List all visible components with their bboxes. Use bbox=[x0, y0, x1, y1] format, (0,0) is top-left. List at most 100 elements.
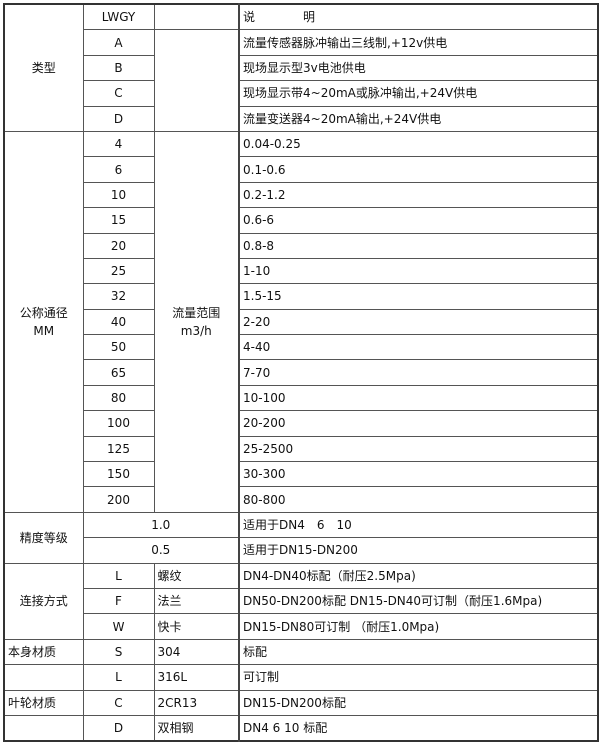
body-material-code: S bbox=[82, 638, 155, 666]
spec-table: 类型 LWGY 说 明 A 流量传感器脉冲输出三线制,+12v供电 B 现场显示型3v… bbox=[3, 3, 599, 743]
flow-range: 1.5-15 bbox=[238, 283, 599, 310]
diameter-dn: 80 bbox=[82, 384, 155, 412]
flow-range: 2-20 bbox=[238, 308, 599, 336]
flow-range: 0.8-8 bbox=[238, 232, 599, 259]
connection-row: 连接方式 L 螺纹 DN4-DN40标配（耐压2.5Mpa) bbox=[3, 562, 599, 640]
diameter-row: 10 0.2-1.2 bbox=[4, 181, 599, 209]
connection-code: L bbox=[82, 562, 155, 589]
impeller-material-desc: DN4 6 10 标配 bbox=[238, 714, 599, 742]
diameter-dn: 32 bbox=[82, 283, 155, 310]
accuracy-grade: 1.0 bbox=[82, 511, 240, 539]
body-material-empty bbox=[3, 664, 84, 691]
accuracy-desc: 适用于DN4 6 10 bbox=[238, 511, 599, 539]
body-material-desc: 标配 bbox=[238, 638, 599, 666]
impeller-material-name: 双相钢 bbox=[153, 714, 240, 742]
accuracy-label: 精度等级 bbox=[3, 511, 84, 564]
diameter-dn: 6 bbox=[82, 156, 155, 183]
diameter-label-line2: MM bbox=[33, 323, 55, 338]
diameter-dn: 200 bbox=[82, 486, 155, 513]
connection-name: 快卡 bbox=[153, 613, 240, 640]
flow-range: 20-200 bbox=[238, 410, 599, 437]
diameter-row: 32 1.5-15 bbox=[4, 283, 599, 310]
diameter-row: 15 0.6-6 bbox=[4, 207, 599, 234]
diameter-label-line1: 公称通径 bbox=[19, 305, 68, 320]
diameter-row: 20 0.8-8 bbox=[4, 232, 599, 259]
type-code: B bbox=[82, 54, 155, 82]
connection-name: 螺纹 bbox=[153, 562, 240, 589]
flow-range: 0.2-1.2 bbox=[238, 181, 599, 209]
diameter-dn: 50 bbox=[82, 334, 155, 361]
impeller-material-desc: DN15-DN200标配 bbox=[238, 689, 599, 716]
impeller-material-code: D bbox=[82, 714, 155, 742]
diameter-dn: 25 bbox=[82, 257, 155, 285]
connection-label: 连接方式 bbox=[3, 562, 84, 640]
type-empty bbox=[153, 29, 240, 132]
impeller-material-code: C bbox=[82, 689, 155, 716]
diameter-row: 6 0.1-0.6 bbox=[4, 156, 599, 183]
impeller-material-name: 2CR13 bbox=[153, 689, 240, 716]
diameter-dn: 150 bbox=[82, 461, 155, 488]
diameter-row: 40 2-20 bbox=[4, 308, 599, 336]
type-code: C bbox=[82, 80, 155, 107]
accuracy-row: 精度等级 1.0 适用于DN4 6 10 bbox=[3, 511, 599, 564]
diameter-row: 25 1-10 bbox=[4, 257, 599, 285]
diameter-row: 65 7-70 bbox=[4, 359, 599, 386]
impeller-material-label: 叶轮材质 bbox=[3, 689, 84, 716]
diameter-label: 公称通径 MM bbox=[3, 130, 84, 513]
header-empty bbox=[153, 3, 240, 31]
connection-name: 法兰 bbox=[153, 587, 240, 615]
connection-row: W 快卡 DN15-DN80可订制 （耐压1.0Mpa) bbox=[4, 613, 599, 640]
diameter-row: 公称通径 MM 4 流量范围 m3/h 0.04-0.25 bbox=[3, 130, 599, 513]
header-code: LWGY bbox=[82, 3, 155, 31]
type-label: 类型 bbox=[3, 3, 84, 132]
flow-range: 0.6-6 bbox=[238, 207, 599, 234]
body-material-row: L 316L 可订制 bbox=[3, 664, 599, 691]
flow-range: 80-800 bbox=[238, 486, 599, 513]
body-material-label: 本身材质 bbox=[3, 638, 84, 666]
flow-range: 7-70 bbox=[238, 359, 599, 386]
body-material-desc: 可订制 bbox=[238, 664, 599, 691]
flow-range: 0.04-0.25 bbox=[238, 130, 599, 158]
body-material-row: 本身材质 S 304 标配 bbox=[3, 638, 599, 666]
diameter-dn: 100 bbox=[82, 410, 155, 437]
flow-range: 0.1-0.6 bbox=[238, 156, 599, 183]
diameter-dn: 15 bbox=[82, 207, 155, 234]
flow-range: 1-10 bbox=[238, 257, 599, 285]
accuracy-row: 0.5 适用于DN15-DN200 bbox=[4, 537, 599, 564]
diameter-row: 200 80-800 bbox=[4, 486, 599, 513]
type-row: A 流量传感器脉冲输出三线制,+12v供电 bbox=[4, 29, 599, 132]
impeller-material-row: 叶轮材质 C 2CR13 DN15-DN200标配 bbox=[3, 689, 599, 716]
connection-desc: DN4-DN40标配（耐压2.5Mpa) bbox=[238, 562, 599, 589]
diameter-dn: 40 bbox=[82, 308, 155, 336]
diameter-row: 125 25-2500 bbox=[4, 435, 599, 463]
connection-code: F bbox=[82, 587, 155, 615]
diameter-dn: 20 bbox=[82, 232, 155, 259]
type-desc: 流量传感器脉冲输出三线制,+12v供电 bbox=[238, 29, 599, 56]
header-row: 类型 LWGY 说 明 bbox=[3, 3, 599, 132]
diameter-row: 80 10-100 bbox=[4, 384, 599, 412]
flow-range-label: 流量范围 m3/h bbox=[153, 130, 240, 513]
connection-code: W bbox=[82, 613, 155, 640]
flow-range: 4-40 bbox=[238, 334, 599, 361]
type-code: D bbox=[82, 105, 155, 132]
body-material-code: L bbox=[82, 664, 155, 691]
flow-range-label-line1: 流量范围 bbox=[172, 305, 221, 320]
flow-range: 10-100 bbox=[238, 384, 599, 412]
diameter-row: 150 30-300 bbox=[4, 461, 599, 488]
type-row: C 现场显示带4~20mA或脉冲输出,+24V供电 bbox=[4, 80, 599, 107]
diameter-dn: 10 bbox=[82, 181, 155, 209]
type-desc: 现场显示带4~20mA或脉冲输出,+24V供电 bbox=[238, 80, 599, 107]
type-row: B 现场显示型3v电池供电 bbox=[4, 54, 599, 82]
flow-range-label-line2: m3/h bbox=[180, 323, 212, 338]
accuracy-desc: 适用于DN15-DN200 bbox=[238, 537, 599, 564]
body-material-name: 316L bbox=[153, 664, 240, 691]
diameter-row: 50 4-40 bbox=[4, 334, 599, 361]
flow-range: 30-300 bbox=[238, 461, 599, 488]
type-code: A bbox=[82, 29, 155, 56]
connection-desc: DN50-DN200标配 DN15-DN40可订制（耐压1.6Mpa) bbox=[238, 587, 599, 615]
impeller-material-row: D 双相钢 DN4 6 10 标配 bbox=[3, 714, 599, 742]
connection-row: F 法兰 DN50-DN200标配 DN15-DN40可订制（耐压1.6Mpa) bbox=[4, 587, 599, 615]
type-desc: 流量变送器4~20mA输出,+24V供电 bbox=[238, 105, 599, 132]
body-material-name: 304 bbox=[153, 638, 240, 666]
diameter-dn: 65 bbox=[82, 359, 155, 386]
